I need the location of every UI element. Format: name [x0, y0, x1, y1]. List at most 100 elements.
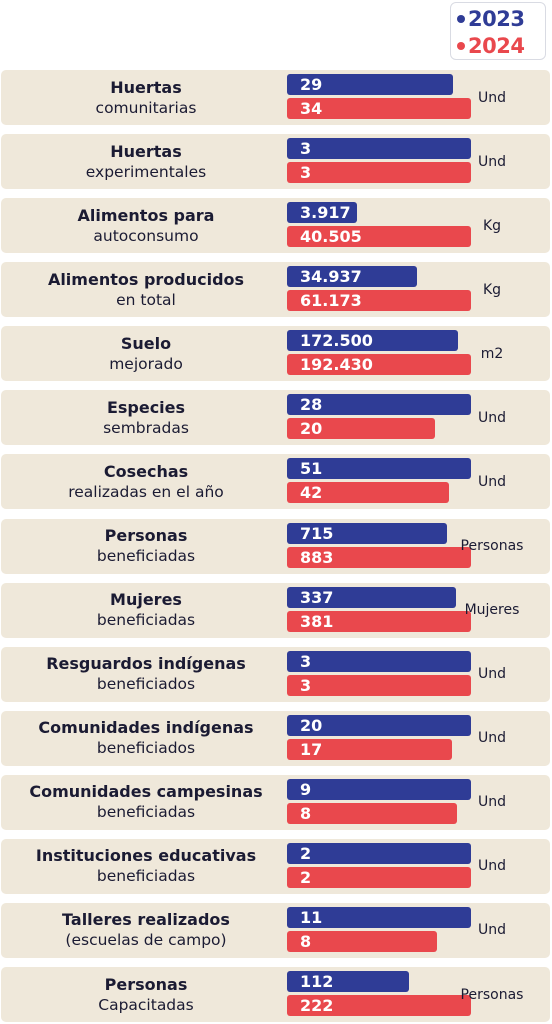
unit-label: Personas	[460, 538, 524, 554]
bar-2024: 20	[287, 418, 435, 440]
category-subtitle: Capacitadas	[98, 995, 194, 1014]
chart-row: Huertas comunitarias 29 34 Und	[1, 70, 550, 125]
unit-label: Und	[477, 153, 506, 170]
unit-label: m2	[480, 345, 504, 362]
category-label: Alimentos producidos en total	[1, 262, 291, 317]
unit-label: Und	[477, 666, 506, 683]
category-subtitle: experimentales	[85, 162, 207, 181]
bar-2023: 9	[287, 778, 471, 800]
bar-2024: 2	[287, 866, 471, 888]
bar-2023: 2	[287, 842, 471, 864]
category-title: Comunidades campesinas	[29, 782, 263, 802]
bar-2023: 20	[287, 714, 471, 736]
bar-2023: 715	[287, 522, 447, 544]
category-label: Personas beneficiadas	[1, 519, 291, 574]
bar-2023: 28	[287, 394, 471, 416]
category-subtitle: comunitarias	[95, 98, 197, 117]
bar-2023: 3.917	[287, 202, 358, 224]
category-subtitle: (escuelas de campo)	[65, 931, 227, 950]
category-label: Suelo mejorado	[1, 326, 291, 381]
category-label: Personas Capacitadas	[1, 967, 291, 1022]
chart-row: Especies sembradas 28 20 Und	[1, 390, 550, 446]
category-title: Alimentos producidos	[47, 269, 245, 289]
category-title: Alimentos para	[77, 205, 215, 225]
chart-row: Huertas experimentales 3 3 Und	[1, 134, 550, 190]
category-title: Resguardos indígenas	[46, 654, 246, 674]
category-subtitle: realizadas en el año	[68, 482, 224, 501]
category-title: Talleres realizados	[62, 910, 230, 930]
chart-row: Alimentos producidos en total 34.937 61.173…	[1, 262, 550, 318]
bar-2024: 8	[287, 802, 457, 824]
category-subtitle: beneficiadas	[96, 867, 196, 886]
category-title: Cosechas	[103, 461, 189, 481]
category-label: Huertas comunitarias	[1, 70, 291, 125]
chart-row: Personas beneficiadas 715 883 Personas	[1, 518, 550, 574]
bar-2023: 112	[287, 971, 409, 992]
bar-2024: 883	[287, 546, 471, 568]
unit-label: Und	[477, 89, 506, 106]
bar-2024: 17	[287, 738, 453, 760]
chart-row: Comunidades campesinas beneficiadas 9 8 Und	[1, 774, 550, 830]
category-subtitle: beneficiados	[96, 739, 196, 758]
unit-label: Und	[477, 473, 506, 490]
unit-label: Und	[477, 794, 506, 811]
legend-item-2024: 2024	[457, 33, 525, 59]
category-subtitle: en total	[116, 290, 176, 309]
bar-2024: 34	[287, 98, 471, 119]
category-label: Cosechas realizadas en el año	[1, 454, 291, 509]
category-label: Alimentos para autoconsumo	[1, 198, 291, 253]
bar-2023: 3	[287, 650, 471, 672]
bar-2023: 51	[287, 458, 471, 480]
bar-2023: 29	[287, 74, 453, 95]
chart-row: Mujeres beneficiadas 337 381 Mujeres	[1, 582, 550, 638]
chart-row: Alimentos para autoconsumo 3.917 40.505 Kg	[1, 198, 550, 254]
legend-item-2023: 2023	[457, 6, 525, 32]
category-subtitle: beneficiadas	[96, 547, 196, 565]
category-title: Instituciones educativas	[35, 846, 257, 866]
unit-label: Und	[477, 409, 506, 426]
category-title: Personas	[104, 974, 188, 994]
unit-label: Und	[477, 922, 506, 939]
category-title: Suelo	[120, 333, 172, 353]
chart-row: Cosechas realizadas en el año 51 42 Und	[1, 454, 550, 510]
legend-dot-2024	[457, 42, 465, 50]
chart-row: Comunidades indígenas beneficiados 20 17 Und	[1, 710, 550, 766]
category-label: Instituciones educativas beneficiadas	[1, 839, 291, 894]
bar-2024: 61.173	[287, 290, 471, 312]
category-title: Personas	[104, 526, 188, 545]
bar-2024: 8	[287, 930, 437, 952]
bar-2024: 3	[287, 674, 471, 696]
bar-2024: 40.505	[287, 226, 471, 248]
category-title: Huertas	[110, 77, 182, 97]
bar-2023: 3	[287, 138, 471, 160]
bar-2023: 11	[287, 906, 471, 928]
unit-label: Mujeres	[464, 602, 520, 619]
bar-2024: 3	[287, 162, 471, 184]
bar-2024: 42	[287, 482, 449, 504]
legend: 2023 2024	[450, 2, 546, 60]
chart-row: Resguardos indígenas beneficiados 3 3 Und	[1, 646, 550, 702]
category-label: Talleres realizados (escuelas de campo)	[1, 903, 291, 958]
chart-row: Talleres realizados (escuelas de campo) 11…	[1, 902, 550, 958]
category-title: Mujeres	[110, 590, 182, 610]
bar-2024: 222	[287, 995, 471, 1016]
category-title: Comunidades indígenas	[38, 718, 254, 738]
category-subtitle: beneficiadas	[96, 803, 196, 822]
legend-label-2023: 2023	[468, 7, 525, 31]
category-label: Resguardos indígenas beneficiados	[1, 647, 291, 702]
category-subtitle: beneficiadas	[96, 611, 196, 630]
bar-2023: 34.937	[287, 266, 417, 288]
category-label: Comunidades campesinas beneficiadas	[1, 775, 291, 830]
category-subtitle: autoconsumo	[93, 226, 199, 245]
chart-row: Personas Capacitadas 112 222 Personas	[1, 967, 550, 1022]
bar-2024: 381	[287, 610, 471, 632]
unit-label: Personas	[460, 986, 524, 1003]
category-label: Huertas experimentales	[1, 134, 291, 189]
legend-dot-2023	[457, 15, 465, 23]
unit-label: Und	[477, 858, 506, 875]
unit-label: Kg	[482, 281, 502, 298]
chart-row: Suelo mejorado 172.500 192.430 m2	[1, 326, 550, 382]
category-label: Comunidades indígenas beneficiados	[1, 711, 291, 766]
unit-label: Kg	[482, 217, 502, 234]
